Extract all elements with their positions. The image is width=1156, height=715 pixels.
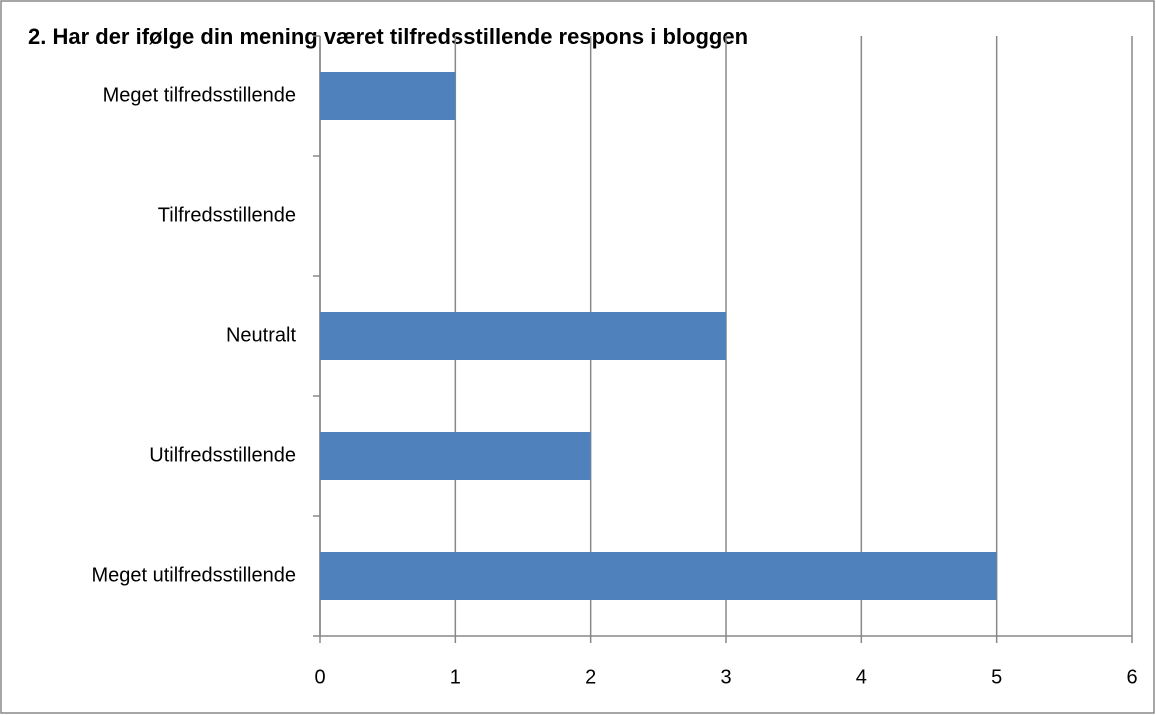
bar — [320, 72, 456, 120]
x-tick-label: 4 — [856, 666, 867, 688]
x-tick-label: 5 — [991, 666, 1002, 688]
x-tick-label: 0 — [314, 666, 325, 688]
bar — [320, 552, 997, 600]
y-tick-label: Tilfredsstillende — [158, 204, 296, 226]
x-tick-label: 6 — [1126, 666, 1137, 688]
bar — [320, 432, 591, 480]
y-tick-label: Utilfredsstillende — [149, 444, 296, 466]
y-tick-label: Neutralt — [226, 324, 296, 346]
x-tick-label: 1 — [450, 666, 461, 688]
bar — [320, 312, 726, 360]
x-tick-label: 3 — [720, 666, 731, 688]
y-tick-label: Meget tilfredsstillende — [103, 84, 296, 106]
x-tick-label: 2 — [585, 666, 596, 688]
chart-title: 2. Har der ifølge din mening været tilfr… — [28, 24, 748, 49]
y-tick-label: Meget utilfredsstillende — [91, 564, 296, 586]
